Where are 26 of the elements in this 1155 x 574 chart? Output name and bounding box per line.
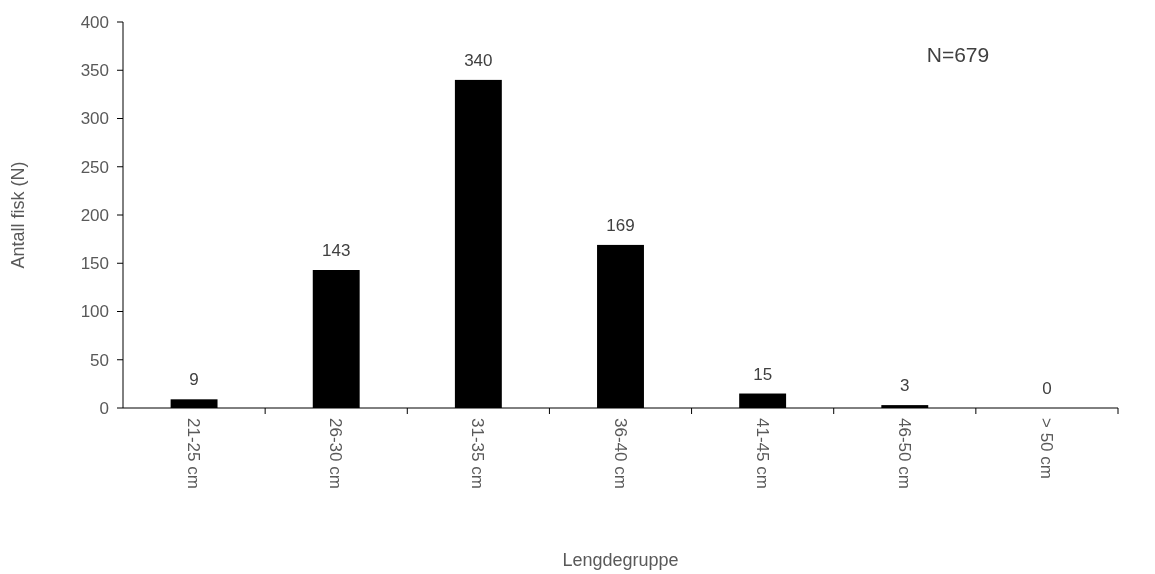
data-label: 9 [189, 370, 199, 390]
x-tick-label: 36-40 cm [610, 418, 630, 489]
y-tick-label: 0 [99, 398, 109, 418]
y-tick-label: 250 [80, 157, 109, 177]
y-tick-label: 50 [90, 350, 109, 370]
y-tick-label: 150 [80, 254, 109, 274]
data-label: 340 [464, 50, 493, 70]
annotation: N=679 [926, 43, 990, 66]
x-tick-label: > 50 cm [1036, 418, 1056, 479]
y-tick-label: 300 [80, 109, 109, 129]
data-label: 3 [900, 376, 910, 396]
data-label: 0 [1042, 379, 1052, 398]
y-axis-title: Antall fisk (N) [8, 161, 28, 269]
data-label: 15 [753, 364, 773, 384]
x-tick-label: 41-45 cm [752, 418, 772, 489]
y-tick-label: 350 [80, 61, 109, 81]
x-tick-label: 21-25 cm [184, 418, 204, 489]
data-label: 169 [606, 215, 635, 235]
data-label: 143 [322, 241, 351, 261]
y-tick-label: 400 [80, 12, 109, 32]
x-axis-title: Lengdegruppe [562, 550, 679, 570]
x-tick-label: 26-30 cm [326, 418, 346, 489]
x-tick-label: 46-50 cm [894, 418, 914, 489]
x-tick-label: 31-35 cm [468, 418, 488, 489]
y-tick-label: 100 [80, 302, 109, 322]
y-tick-label: 200 [80, 205, 109, 225]
